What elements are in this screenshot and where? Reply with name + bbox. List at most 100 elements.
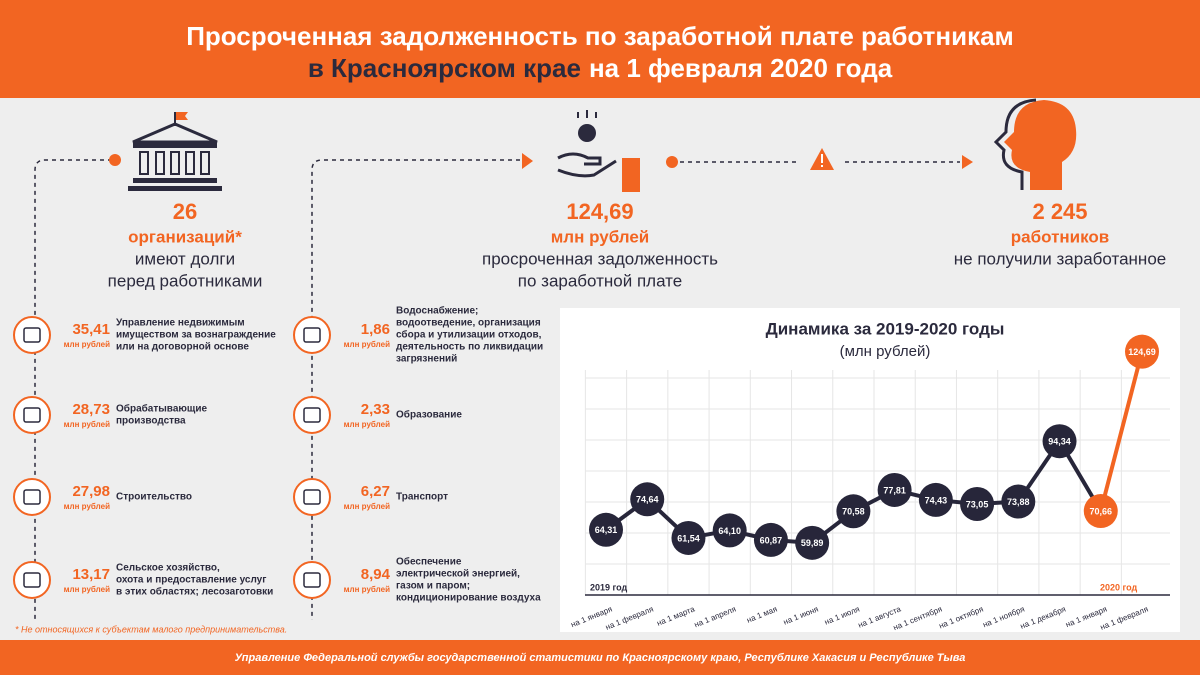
- industry-icon: [13, 396, 51, 434]
- stat-unit: работников: [1011, 227, 1109, 246]
- hand-icon: [557, 110, 640, 192]
- stat-text: не получили заработанное: [954, 249, 1166, 268]
- industry-icon: [293, 396, 331, 434]
- industry-text: охота и предоставление услуг: [116, 575, 266, 586]
- value-label: 60,87: [760, 535, 783, 545]
- point: [795, 525, 830, 560]
- connector-dot: [109, 154, 121, 166]
- industry-text: производства: [116, 416, 186, 427]
- header-title: Просроченная задолженность по заработной…: [186, 21, 1014, 51]
- industry-value: 6,27: [361, 483, 390, 500]
- industry-text: кондиционирование воздуха: [396, 593, 541, 604]
- industry-icon: [293, 316, 331, 354]
- point: [877, 472, 912, 507]
- industry-icon-glyph: [23, 407, 41, 423]
- value-label: 94,34: [1048, 437, 1071, 447]
- industry-value: 1,86: [361, 321, 390, 338]
- industry-unit: млн рублей: [344, 420, 390, 429]
- point: [630, 482, 665, 517]
- industry-icon: [13, 316, 51, 354]
- stat-unit: млн рублей: [551, 227, 650, 246]
- industry-text: Сельское хозяйство,: [116, 563, 220, 574]
- stat-text: просроченная задолженность: [482, 249, 718, 268]
- industry-text: водоотведение, организация: [396, 318, 541, 329]
- industry-icon-glyph: [303, 572, 321, 588]
- point: [589, 512, 623, 547]
- stat-number: 26: [173, 199, 197, 224]
- point: [918, 482, 953, 517]
- industry-text: газом и паром;: [396, 581, 470, 592]
- industry-unit: млн рублей: [64, 585, 110, 594]
- industry-icon-glyph: [23, 327, 41, 343]
- industry-unit: млн рублей: [344, 585, 390, 594]
- head-icon: [993, 98, 1077, 190]
- stats: 26 организаций* имеют долги перед работника…: [108, 199, 1167, 291]
- industry-text: электрической энергией,: [396, 569, 520, 580]
- value-label: 77,81: [883, 485, 906, 495]
- value-label: 124,69: [1128, 347, 1156, 357]
- industry-icon: [293, 478, 331, 516]
- industry-unit: млн рублей: [344, 340, 390, 349]
- industry-text: Строительство: [116, 492, 192, 503]
- industry-text: сбора и утилизации отходов,: [396, 329, 542, 341]
- industry-text: Водоснабжение;: [396, 305, 478, 317]
- value-label: 59,89: [801, 538, 824, 548]
- point: [753, 522, 788, 557]
- header-region: в Красноярском крае: [308, 53, 581, 83]
- industry-unit: млн рублей: [64, 502, 110, 511]
- stat-text: перед работниками: [108, 271, 263, 290]
- industry-value: 27,98: [72, 483, 110, 500]
- value-label: 70,58: [842, 507, 865, 517]
- industry-text: Транспорт: [396, 492, 448, 503]
- point: [960, 487, 995, 522]
- point: [712, 513, 747, 548]
- stat-number: 2 245: [1032, 199, 1087, 224]
- connector-dot: [666, 156, 678, 168]
- point: [1125, 334, 1159, 369]
- industry-unit: млн рублей: [64, 420, 110, 429]
- industry-icon: [293, 561, 331, 599]
- value-label: 73,88: [1007, 497, 1030, 507]
- value-label: 74,64: [636, 495, 659, 505]
- industry-icon: [13, 561, 51, 599]
- industry-icon-glyph: [303, 407, 321, 423]
- industry-text: имуществом за вознаграждение: [116, 330, 276, 341]
- industry-value: 13,17: [72, 566, 110, 583]
- stat-text: по заработной плате: [518, 271, 682, 290]
- header-date: на 1 февраля 2020 года: [589, 53, 893, 83]
- year-label: 2019 год: [590, 582, 628, 592]
- industry-unit: млн рублей: [64, 340, 110, 349]
- chart-subtitle: (млн рублей): [840, 343, 931, 360]
- bank-icon: [128, 112, 222, 191]
- stat-unit: организаций*: [128, 227, 242, 246]
- industry-icon-glyph: [23, 572, 41, 588]
- industry-text: Обеспечение: [396, 556, 462, 568]
- industry-text: Образование: [396, 409, 462, 421]
- industry-unit: млн рублей: [344, 502, 390, 511]
- warning-icon: [810, 148, 834, 170]
- industry-value: 2,33: [361, 401, 390, 418]
- value-label: 70,66: [1090, 506, 1113, 516]
- industry-icon-glyph: [303, 489, 321, 505]
- value-label: 64,10: [718, 526, 741, 536]
- stat-number: 124,69: [566, 199, 633, 224]
- point: [1083, 494, 1118, 529]
- footnote: * Не относящихся к субъектам малого пред…: [15, 624, 287, 634]
- industry-text: загрязнений: [396, 354, 457, 365]
- industry-icon: [13, 478, 51, 516]
- chart-title: Динамика за 2019-2020 годы: [766, 319, 1005, 338]
- value-label: 64,31: [595, 525, 618, 535]
- industry-text: в этих областях; лесозаготовки: [116, 586, 273, 598]
- stat-text: имеют долги: [135, 249, 235, 268]
- value-label: 74,43: [925, 495, 948, 505]
- industry-icon-glyph: [303, 327, 321, 343]
- arrow: [962, 155, 973, 169]
- industry-text: Управление недвижимым: [116, 318, 245, 329]
- point: [1042, 424, 1077, 459]
- point: [671, 520, 706, 555]
- point: [836, 494, 871, 529]
- industry-value: 8,94: [361, 566, 391, 583]
- industry-value: 35,41: [72, 321, 110, 338]
